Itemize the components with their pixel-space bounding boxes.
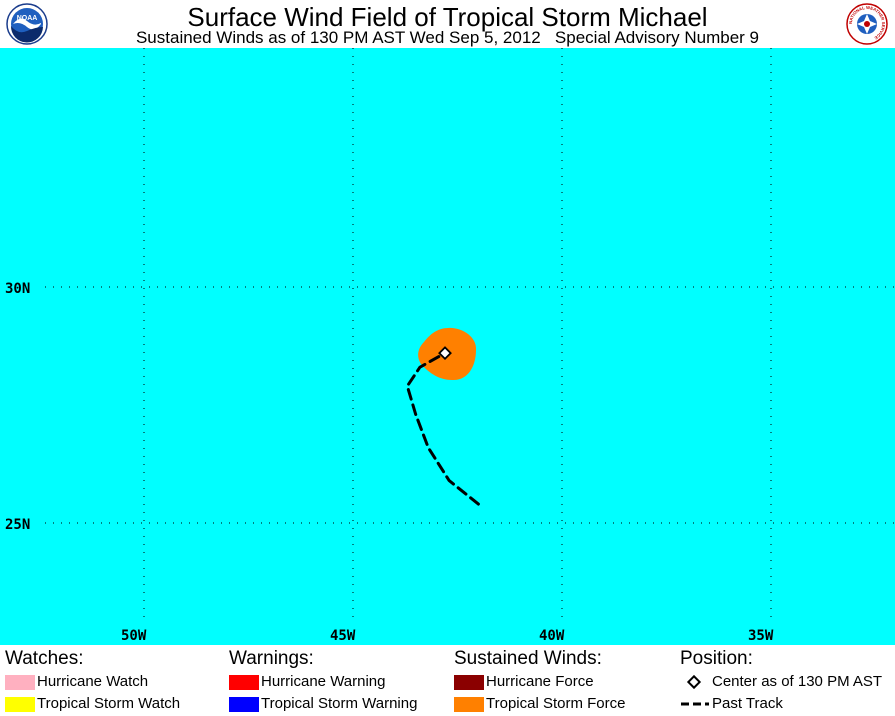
- dashed-line-icon: [681, 702, 709, 706]
- storm-center-marker: [438, 346, 452, 361]
- legend-item-hurricane-warning: Hurricane Warning: [229, 671, 386, 693]
- legend-item-tropical-storm-warning: Tropical Storm Warning: [229, 693, 417, 715]
- nws-logo: NATIONAL WEATHER SERVICE: [846, 3, 888, 45]
- legend-item-past-track: Past Track: [680, 693, 783, 715]
- legend-position: Position: Center as of 130 PM AST Past T…: [680, 647, 882, 715]
- legend-position-heading: Position:: [680, 648, 753, 669]
- legend-item-hurricane-force: Hurricane Force: [454, 671, 602, 693]
- legend-item-tropical-storm-force: Tropical Storm Force: [454, 693, 625, 715]
- noaa-logo: NOAA: [6, 3, 48, 45]
- lon-label-50w: 50W: [121, 628, 147, 644]
- legend-warnings-heading: Warnings:: [229, 648, 314, 669]
- noaa-logo-text: NOAA: [17, 15, 38, 22]
- map-subtitle: Sustained Winds as of 130 PM AST Wed Sep…: [135, 28, 760, 47]
- map-header: NOAA Surface Wind Field of Tropical Stor…: [0, 0, 895, 48]
- legend-item-label: Center as of 130 PM AST: [712, 673, 883, 690]
- map-legend: Watches: Hurricane Watch Tropical Storm …: [0, 645, 895, 716]
- legend-item-label: Hurricane Warning: [261, 673, 386, 690]
- tropical-storm-warning-swatch: [229, 697, 259, 712]
- legend-item-label: Tropical Storm Force: [486, 695, 626, 712]
- tropical-storm-force-swatch: [454, 697, 484, 712]
- diamond-marker-icon: [686, 674, 702, 690]
- lon-label-40w: 40W: [539, 628, 565, 644]
- legend-item-tropical-storm-watch: Tropical Storm Watch: [5, 693, 180, 715]
- legend-item-label: Past Track: [712, 695, 783, 712]
- legend-watches-heading: Watches:: [5, 648, 84, 669]
- lon-label-35w: 35W: [748, 628, 774, 644]
- hurricane-warning-swatch: [229, 675, 259, 690]
- legend-sustained-winds: Sustained Winds: Hurricane Force Tropica…: [454, 647, 625, 715]
- legend-item-center: Center as of 130 PM AST: [680, 671, 882, 693]
- legend-item-label: Tropical Storm Warning: [261, 695, 418, 712]
- legend-item-label: Hurricane Force: [486, 673, 594, 690]
- lat-label-25n: 25N: [5, 517, 30, 533]
- legend-winds-heading: Sustained Winds:: [454, 648, 602, 669]
- storm-map[interactable]: 50W 45W 40W 35W 30N 25N: [0, 48, 895, 645]
- legend-item-label: Tropical Storm Watch: [37, 695, 181, 712]
- hurricane-force-swatch: [454, 675, 484, 690]
- lat-label-30n: 30N: [5, 281, 30, 297]
- map-title: Surface Wind Field of Tropical Storm Mic…: [187, 2, 708, 32]
- hurricane-watch-swatch: [5, 675, 35, 690]
- legend-warnings: Warnings: Hurricane Warning Tropical Sto…: [229, 647, 417, 715]
- lon-label-45w: 45W: [330, 628, 356, 644]
- legend-item-label: Hurricane Watch: [37, 673, 149, 690]
- tropical-storm-watch-swatch: [5, 697, 35, 712]
- past-track-line: [405, 351, 480, 506]
- map-canvas: 50W 45W 40W 35W 30N 25N: [0, 48, 895, 645]
- legend-watches: Watches: Hurricane Watch Tropical Storm …: [5, 647, 180, 715]
- legend-item-hurricane-watch: Hurricane Watch: [5, 671, 148, 693]
